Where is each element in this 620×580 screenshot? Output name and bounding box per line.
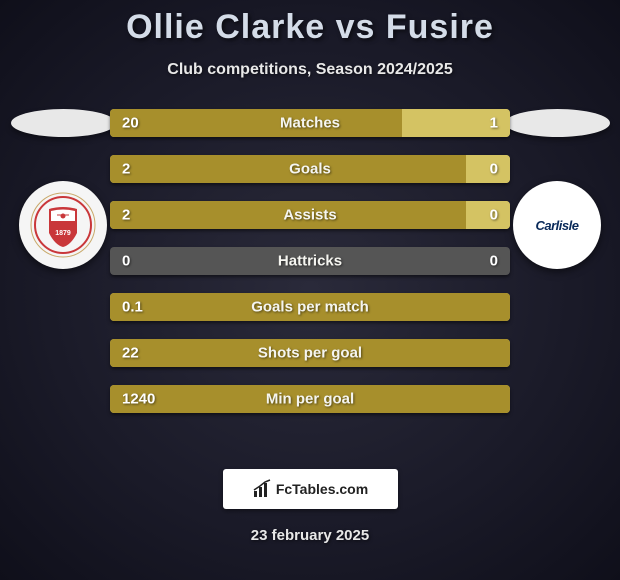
stat-left-value: 0.1 — [122, 299, 143, 316]
club-right-badge: Carlisle — [513, 181, 601, 269]
stat-left-value: 0 — [122, 253, 130, 270]
footer-logo-text: FcTables.com — [276, 481, 368, 497]
stat-left-value: 22 — [122, 345, 139, 362]
club-right-label: Carlisle — [513, 181, 601, 269]
page-title: Ollie Clarke vs Fusire — [0, 0, 620, 47]
stat-row: 2 0 Assists — [110, 201, 510, 229]
stat-left-fill — [110, 155, 466, 183]
club-left-badge: 1879 — [19, 181, 107, 269]
player-right-avatar — [505, 109, 610, 137]
stat-right-value: 0 — [490, 161, 498, 178]
stat-label: Goals — [289, 161, 331, 178]
stat-label: Shots per goal — [258, 345, 362, 362]
stat-row: 2 0 Goals — [110, 155, 510, 183]
stat-bars-container: 201Matches20Goals20Assists00Hattricks0.1… — [110, 109, 510, 413]
stat-label: Hattricks — [278, 253, 342, 270]
stat-right-value: 0 — [490, 253, 498, 270]
stat-row: 20 1 Matches — [110, 109, 510, 137]
stat-row: 1240 Min per goal — [110, 385, 510, 413]
player-right-column: Carlisle — [502, 109, 612, 269]
svg-text:1879: 1879 — [55, 230, 71, 237]
stat-left-value: 1240 — [122, 391, 155, 408]
stat-row: 0.1 Goals per match — [110, 293, 510, 321]
player-left-avatar — [11, 109, 116, 137]
stat-left-value: 2 — [122, 161, 130, 178]
stat-right-fill — [466, 201, 510, 229]
stat-left-value: 20 — [122, 115, 139, 132]
comparison-area: 1879 Carlisle 201Matches20Goals20Assists… — [0, 109, 620, 439]
fctables-logo[interactable]: FcTables.com — [223, 469, 398, 509]
stat-right-value: 1 — [490, 115, 498, 132]
player-left-column: 1879 — [8, 109, 118, 269]
stat-left-fill — [110, 109, 402, 137]
stat-right-fill — [466, 155, 510, 183]
subtitle: Club competitions, Season 2024/2025 — [0, 61, 620, 79]
stat-label: Assists — [283, 207, 336, 224]
stat-right-value: 0 — [490, 207, 498, 224]
stat-label: Goals per match — [251, 299, 369, 316]
stat-row: 0 0 Hattricks — [110, 247, 510, 275]
stat-label: Matches — [280, 115, 340, 132]
date-text: 23 february 2025 — [0, 527, 620, 544]
stat-left-value: 2 — [122, 207, 130, 224]
chart-icon — [252, 479, 272, 499]
stat-row: 22 Shots per goal — [110, 339, 510, 367]
stat-label: Min per goal — [266, 391, 354, 408]
crest-left-icon: 1879 — [29, 191, 97, 259]
